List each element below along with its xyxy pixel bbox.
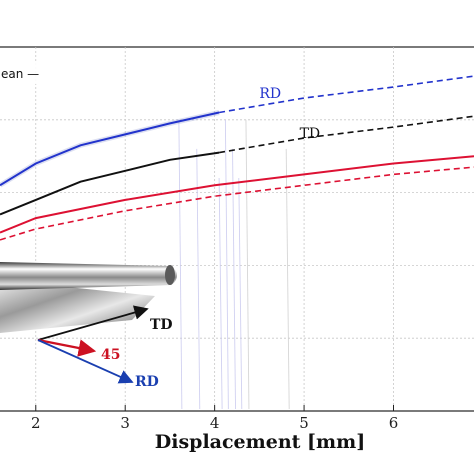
inset-td-label: TD — [150, 317, 173, 333]
series-label-rd: RD — [259, 86, 281, 102]
fracture-drop-line — [196, 148, 201, 410]
series-rd-solid-line — [0, 111, 220, 187]
legend-box — [0, 62, 50, 84]
x-tick-label: 6 — [389, 414, 399, 432]
x-axis-title: Displacement [mm] — [155, 431, 365, 453]
series-45-solid-line — [0, 155, 474, 234]
deg45-arrow — [37, 338, 97, 357]
x-tick-label: 5 — [299, 414, 309, 432]
fracture-drop-line — [232, 148, 236, 410]
individual-test-curves — [178, 119, 290, 410]
fracture-drop-line — [218, 178, 223, 410]
legend-entry: ean — — [1, 67, 39, 81]
series-td-solid-line — [0, 151, 220, 216]
fracture-drop-line — [245, 119, 250, 410]
fracture-drop-line — [238, 178, 243, 410]
fracture-drop-line — [178, 119, 183, 410]
fracture-drop-line — [285, 148, 290, 410]
td-arrow — [37, 305, 149, 341]
series-label-td: TD — [300, 126, 321, 142]
inset-45-label: 45 — [101, 347, 120, 363]
sheet-roll — [0, 262, 177, 290]
series-group: RD TD — [0, 75, 474, 241]
inset-rd-label: RD — [135, 374, 159, 390]
x-tick-label: 3 — [120, 414, 130, 432]
grid-lines — [0, 47, 474, 411]
x-axis-ticks: 2 3 4 5 6 — [31, 405, 398, 432]
rd-arrow — [37, 339, 134, 384]
fracture-drop-line — [224, 119, 229, 410]
x-tick-label: 4 — [210, 414, 220, 432]
series-rd-dashed-line — [218, 75, 474, 114]
x-tick-label: 2 — [31, 414, 41, 432]
sheet-metal-inset: TD 45 RD — [0, 262, 177, 390]
plot-area — [0, 46, 474, 412]
roll-end — [165, 265, 175, 285]
sheet-surface — [0, 280, 155, 333]
series-td-dashed-line — [218, 115, 474, 154]
legend: ean — — [0, 62, 50, 84]
